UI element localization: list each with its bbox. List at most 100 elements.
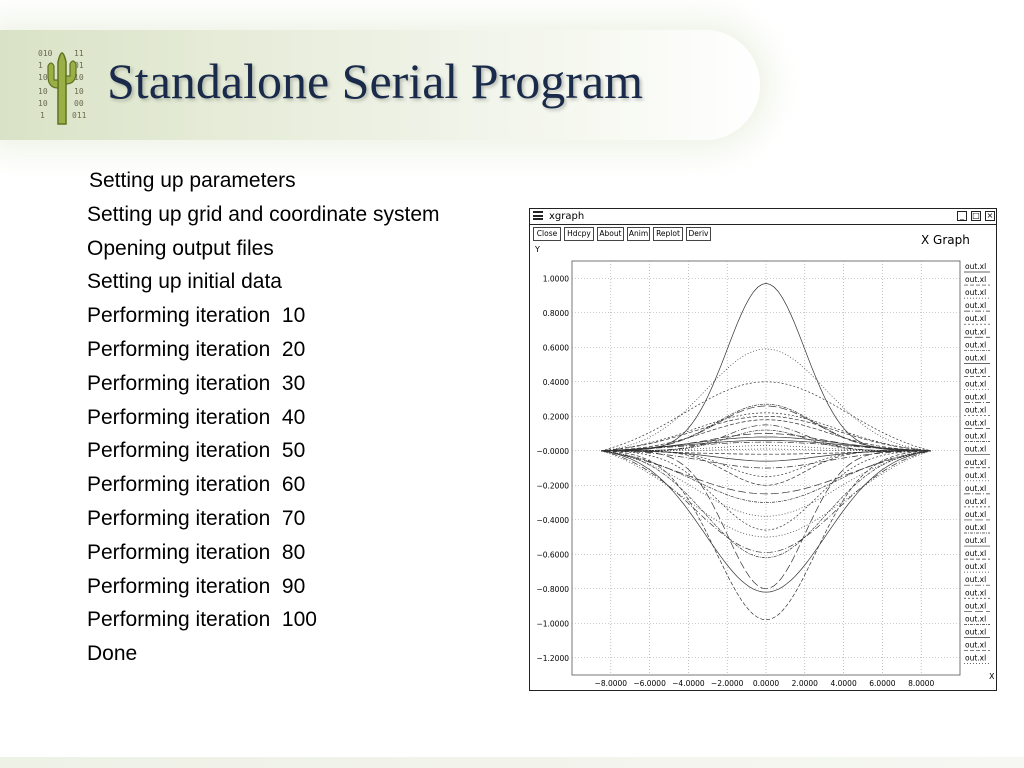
series-line xyxy=(601,412,931,452)
y-tick-label: −0.4000 xyxy=(536,516,569,525)
series-line xyxy=(601,450,931,477)
anim-button[interactable]: Anim xyxy=(627,227,650,241)
program-output: Setting up parameters Setting up grid and… xyxy=(87,164,440,671)
series-line xyxy=(601,450,931,455)
y-axis-label: Y xyxy=(534,245,540,254)
y-tick-label: −0.6000 xyxy=(536,550,569,559)
x-tick-label: −4.0000 xyxy=(672,679,705,688)
x-tick-label: 0.0000 xyxy=(753,679,779,688)
x-tick-label: −8.0000 xyxy=(595,679,628,688)
close-window-button[interactable]: × xyxy=(985,211,995,221)
series-line xyxy=(601,450,931,495)
legend-entry: out.xl xyxy=(965,275,986,284)
plot-curves xyxy=(600,283,932,621)
x-tick-label: −6.0000 xyxy=(633,679,666,688)
xgraph-window[interactable]: xgraph _ □ × Close Hdcpy About Anim Repl… xyxy=(529,208,997,691)
svg-text:11: 11 xyxy=(74,49,84,58)
close-button[interactable]: Close xyxy=(533,227,561,241)
y-tick-label: −0.8000 xyxy=(536,585,569,594)
window-menu-icon[interactable] xyxy=(533,211,543,220)
series-line xyxy=(601,448,931,452)
cactus-logo-icon: 010 11 1 01 101 10 10 10 10 00 1 011 xyxy=(38,49,87,125)
series-line xyxy=(601,450,931,553)
legend-entry: out.xl xyxy=(965,484,986,493)
y-tick-label: 0.8000 xyxy=(543,309,569,318)
plot-legend: out.xl out.xl out.xl out.xl out.xl out.xl out.… xyxy=(964,262,990,664)
output-line: Setting up grid and coordinate system xyxy=(87,202,440,226)
series-line xyxy=(600,450,932,538)
output-line: Performing iteration 30 xyxy=(87,371,306,395)
output-line: Done xyxy=(87,642,138,666)
svg-text:010: 010 xyxy=(38,49,53,58)
legend-entry: out.xl xyxy=(965,640,986,649)
series-line xyxy=(601,450,931,517)
y-tick-label: 0.4000 xyxy=(543,378,569,387)
output-line: Performing iteration 40 xyxy=(87,405,306,429)
legend-entry: out.xl xyxy=(965,393,986,402)
legend-entry: out.xl xyxy=(965,379,986,388)
legend-entry: out.xl xyxy=(965,458,986,467)
x-tick-label: 6.0000 xyxy=(869,679,895,688)
x-tick-label: −2.0000 xyxy=(711,679,744,688)
x-tick-label: 4.0000 xyxy=(830,679,856,688)
x-tick-labels: −8.0000 −6.0000 −4.0000 −2.0000 0.0000 2.0000… xyxy=(595,679,935,688)
legend-entry: out.xl xyxy=(965,562,986,571)
footer-band xyxy=(0,757,1024,768)
window-titlebar[interactable]: xgraph _ □ × xyxy=(530,209,996,225)
legend-entry: out.xl xyxy=(965,262,986,271)
series-line xyxy=(601,381,931,452)
y-tick-label: −1.2000 xyxy=(536,654,569,663)
series-line xyxy=(601,450,931,593)
legend-entry: out.xl xyxy=(965,588,986,597)
legend-entry: out.xl xyxy=(965,601,986,610)
output-line: Performing iteration 100 xyxy=(87,608,317,632)
svg-text:10: 10 xyxy=(74,87,84,96)
svg-text:011: 011 xyxy=(72,111,87,120)
output-line: Performing iteration 60 xyxy=(87,473,306,497)
series-line xyxy=(601,450,931,590)
legend-entry: out.xl xyxy=(965,654,986,663)
replot-button[interactable]: Replot xyxy=(653,227,683,241)
legend-entry: out.xl xyxy=(965,432,986,441)
svg-text:00: 00 xyxy=(74,99,84,108)
legend-entry: out.xl xyxy=(965,614,986,623)
hdcpy-button[interactable]: Hdcpy xyxy=(564,227,594,241)
legend-entry: out.xl xyxy=(965,510,986,519)
legend-entry: out.xl xyxy=(965,288,986,297)
svg-text:10: 10 xyxy=(74,73,84,82)
output-line: Performing iteration 70 xyxy=(87,506,306,530)
series-line xyxy=(601,419,931,452)
series-line xyxy=(601,441,931,452)
legend-entry: out.xl xyxy=(965,523,986,532)
x-tick-label: 8.0000 xyxy=(908,679,934,688)
legend-entry: out.xl xyxy=(965,497,986,506)
about-button[interactable]: About xyxy=(597,227,624,241)
output-line: Performing iteration 90 xyxy=(87,574,306,598)
graph-title: X Graph xyxy=(921,233,970,247)
series-line xyxy=(601,450,931,503)
legend-entry: out.xl xyxy=(965,366,986,375)
series-line xyxy=(601,436,931,452)
series-line xyxy=(601,415,931,452)
output-line: Performing iteration 20 xyxy=(87,337,306,361)
legend-entry: out.xl xyxy=(965,549,986,558)
deriv-button[interactable]: Deriv xyxy=(686,227,711,241)
x-tick-label: 2.0000 xyxy=(792,679,818,688)
y-tick-label: −1.0000 xyxy=(536,619,569,628)
legend-entry: out.xl xyxy=(965,353,986,362)
output-line: Opening output files xyxy=(87,236,274,260)
output-line: Performing iteration 10 xyxy=(87,304,306,328)
maximize-button[interactable]: □ xyxy=(971,211,981,221)
output-line: Setting up parameters xyxy=(89,169,296,192)
svg-text:01: 01 xyxy=(74,61,84,70)
svg-text:10: 10 xyxy=(38,99,48,108)
xgraph-plot: 1.0000 0.8000 0.6000 0.4000 0.2000 −0.0000 −0.… xyxy=(534,245,995,688)
series-line xyxy=(601,450,931,531)
series-line xyxy=(601,283,931,452)
output-line: Performing iteration 80 xyxy=(87,540,306,564)
y-tick-label: 0.2000 xyxy=(543,412,569,421)
x-axis-label: X xyxy=(989,672,995,681)
legend-entry: out.xl xyxy=(965,536,986,545)
minimize-button[interactable]: _ xyxy=(957,211,967,221)
legend-entry: out.xl xyxy=(965,419,986,428)
